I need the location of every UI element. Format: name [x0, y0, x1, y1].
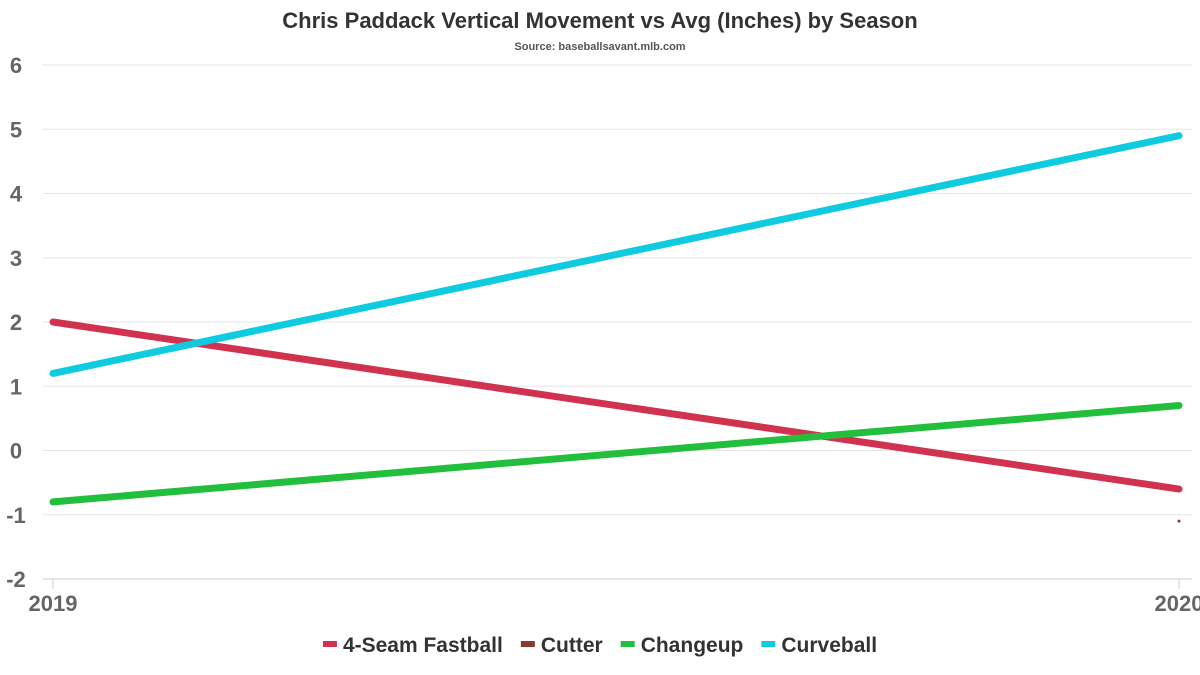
series-line [49, 318, 1183, 493]
legend-label: Changeup [641, 634, 744, 657]
y-tick-label: 5 [10, 117, 22, 142]
x-tick-label: 2019 [29, 591, 78, 616]
legend-label: 4-Seam Fastball [343, 634, 503, 657]
gridlines [43, 64, 1192, 516]
series-lines [49, 132, 1183, 523]
series-line [49, 402, 1183, 506]
series-line [49, 132, 1183, 377]
y-tick-label: 3 [10, 246, 22, 271]
legend-label: Cutter [541, 634, 603, 657]
y-tick-label: 6 [10, 53, 22, 78]
y-tick-label: 2 [10, 310, 22, 335]
legend-items: 4-Seam Fastball Cutter Changeup Curveball [322, 634, 877, 657]
y-tick-label: -2 [6, 567, 26, 592]
y-tick-label: 0 [10, 439, 22, 464]
y-tick-label: -1 [6, 503, 26, 528]
y-tick-label: 1 [10, 374, 22, 399]
series-point [1177, 519, 1181, 523]
chart-subtitle: Source: baseballsavant.mlb.com [514, 41, 685, 53]
chart-title: Chris Paddack Vertical Movement vs Avg (… [282, 8, 917, 33]
legend: 4-Seam Fastball Cutter Changeup Curveball [322, 634, 877, 657]
x-tick-label: 2020 [1155, 591, 1200, 616]
legend-label: Curveball [781, 634, 877, 657]
y-tick-label: 4 [10, 182, 23, 207]
